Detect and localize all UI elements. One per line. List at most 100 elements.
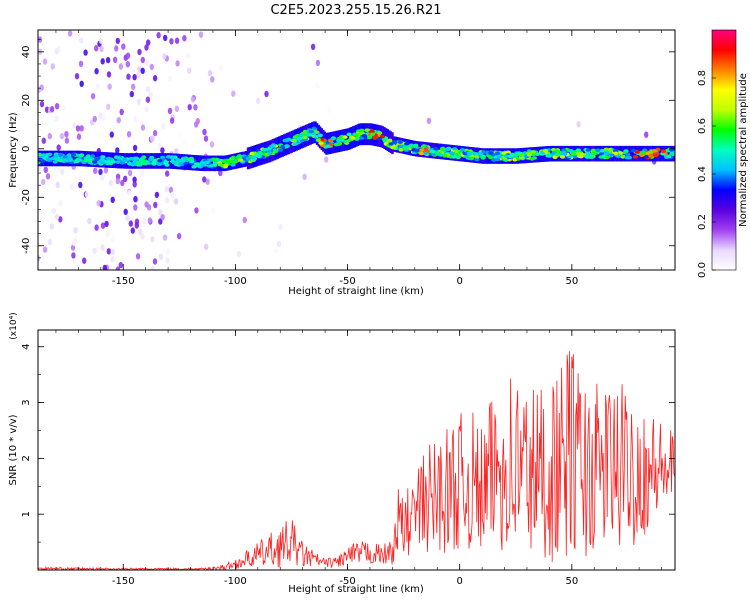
spectrogram-noise-cell bbox=[162, 234, 168, 241]
spectrogram-ridge-peak bbox=[587, 155, 594, 159]
spectrogram-noise-cell bbox=[54, 48, 59, 55]
spectrogram-ridge-peak bbox=[467, 151, 473, 155]
spectrogram-noise-cell bbox=[64, 137, 70, 144]
spectrogram-noise-cell bbox=[132, 74, 137, 81]
spectrogram-ridge-peak bbox=[445, 147, 451, 152]
spectrogram-noise-cell bbox=[175, 60, 180, 67]
spectrogram-ridge-peak bbox=[156, 162, 162, 166]
spectrogram-noise-cell bbox=[231, 90, 236, 97]
spectrogram-noise-cell bbox=[140, 233, 145, 240]
spectrogram-noise-cell bbox=[203, 135, 209, 142]
spectrogram-noise-cell bbox=[144, 44, 149, 51]
spectrogram-ridge-peak bbox=[620, 155, 626, 159]
spectrogram-noise-cell bbox=[218, 65, 223, 72]
colorbar-tick-label: 0.2 bbox=[697, 214, 708, 230]
spectrogram-noise-cell bbox=[59, 132, 65, 140]
spectrogram-noise-cell bbox=[644, 131, 649, 138]
spectrogram-noise-cell bbox=[210, 76, 215, 83]
spectrogram-ridge-peak bbox=[398, 148, 404, 152]
spectrogram-ridge-peak bbox=[590, 148, 597, 153]
spectrogram-noise-cell bbox=[168, 186, 174, 194]
spectrogram-frame bbox=[37, 29, 676, 271]
spectrogram-ridge-peak bbox=[335, 138, 342, 143]
spectrogram-noise-cell bbox=[236, 250, 242, 258]
spectrogram-ridge-peak bbox=[414, 148, 420, 153]
spectrogram-ridge-peak bbox=[595, 148, 601, 153]
spectrogram-noise-cell bbox=[165, 248, 171, 255]
spectrogram-noise-cell bbox=[132, 144, 138, 152]
spectrogram-noise-cell bbox=[127, 190, 132, 197]
spectrogram-noise-cell bbox=[74, 73, 80, 80]
spectrogram-ridge-peak bbox=[350, 136, 356, 140]
spectrogram-noise-cell bbox=[49, 223, 54, 230]
spectrogram-noise-cell bbox=[94, 45, 99, 52]
spectrogram-ridge-cell bbox=[287, 132, 290, 155]
y-tick-label: 1 bbox=[21, 511, 32, 517]
spectrogram-noise-cell bbox=[56, 144, 61, 151]
spectrogram-ridge-peak bbox=[157, 158, 163, 163]
spectrogram-noise-cell bbox=[47, 132, 52, 140]
spectrogram-noise-cell bbox=[264, 90, 269, 98]
y-tick-label: 4 bbox=[21, 344, 32, 350]
spectrogram-noise-cell bbox=[79, 125, 84, 132]
spectrogram-ridge-peak bbox=[38, 158, 44, 163]
spectrogram-ridge-peak bbox=[359, 128, 365, 133]
spectrogram-noise-cell bbox=[149, 63, 154, 71]
spectrogram-ridge-peak bbox=[325, 144, 331, 148]
spectrogram-noise-cell bbox=[72, 239, 77, 246]
spectrogram-noise-cell bbox=[108, 209, 113, 216]
spectrogram-noise-cell bbox=[176, 232, 182, 240]
spectrogram-ridge-peak bbox=[115, 160, 121, 164]
spectrogram-ridge-cell bbox=[41, 150, 44, 167]
spectrogram-noise-cell bbox=[169, 117, 175, 124]
spectrogram-ridge-peak bbox=[430, 149, 436, 154]
spectrogram-ridge-peak bbox=[501, 151, 507, 155]
spectrogram-ridge-peak bbox=[230, 155, 236, 160]
spectrogram-noise-cell bbox=[149, 135, 155, 142]
spectrogram-ridge-cell bbox=[334, 130, 338, 153]
spectrogram-ridge-peak bbox=[237, 154, 243, 158]
snr-frame bbox=[37, 329, 676, 571]
x-tick-label: -150 bbox=[112, 576, 135, 587]
spectrogram-ridge-cell bbox=[633, 145, 636, 162]
spectrogram-ridge-peak bbox=[651, 149, 658, 153]
spectrogram-noise-cell bbox=[158, 209, 163, 216]
spectrogram-ridge-peak bbox=[175, 158, 181, 162]
spectrogram-noise-cell bbox=[315, 59, 321, 67]
spectrogram-noise-cell bbox=[182, 138, 187, 146]
spectrogram-noise-cell bbox=[70, 244, 76, 251]
spectrogram-noise-cell bbox=[135, 253, 141, 260]
x-tick-label: 50 bbox=[565, 576, 578, 587]
spectrogram-noise-cell bbox=[55, 181, 60, 188]
spectrogram-ridge-peak bbox=[195, 162, 201, 166]
spectrogram-noise-cell bbox=[49, 106, 55, 113]
spectrogram-noise-cell bbox=[120, 179, 125, 187]
spectrogram-ridge-peak bbox=[110, 160, 116, 164]
colorbar-scale bbox=[711, 29, 737, 271]
spectrogram-ridge-peak bbox=[634, 150, 641, 154]
spectrogram-noise-cell bbox=[153, 201, 158, 209]
spectrogram-noise-cell bbox=[38, 164, 42, 172]
spectrogram-noise-cell bbox=[164, 186, 169, 193]
spectrogram-ridge-cell bbox=[221, 155, 225, 172]
spectrogram-ridge-peak bbox=[477, 151, 483, 156]
spectrogram-ridge-peak bbox=[57, 152, 64, 157]
spectrogram-noise-cell bbox=[98, 168, 103, 176]
x-tick-label: -50 bbox=[339, 576, 355, 587]
x-tick-label: 0 bbox=[456, 276, 462, 287]
spectrogram-noise-cell bbox=[145, 96, 151, 103]
spectrogram-ridge-peak bbox=[575, 148, 582, 152]
spectrogram-noise-cell bbox=[82, 257, 87, 264]
spectrogram-noise-cell bbox=[110, 256, 115, 263]
spectrogram-noise-cell bbox=[146, 39, 151, 46]
spectrogram-ridge-peak bbox=[317, 133, 323, 138]
spectrogram-ridge-cell bbox=[333, 131, 336, 154]
spectrogram-ridge-peak bbox=[257, 152, 263, 156]
spectrogram-ridge-peak bbox=[38, 152, 43, 157]
spectrogram-noise-cell bbox=[75, 125, 81, 132]
spectrogram-ridge-cell bbox=[72, 150, 75, 167]
spectrogram-noise-cell bbox=[79, 80, 84, 88]
spectrogram-ridge-peak bbox=[418, 151, 424, 156]
spectrogram-ridge-peak bbox=[136, 160, 142, 165]
